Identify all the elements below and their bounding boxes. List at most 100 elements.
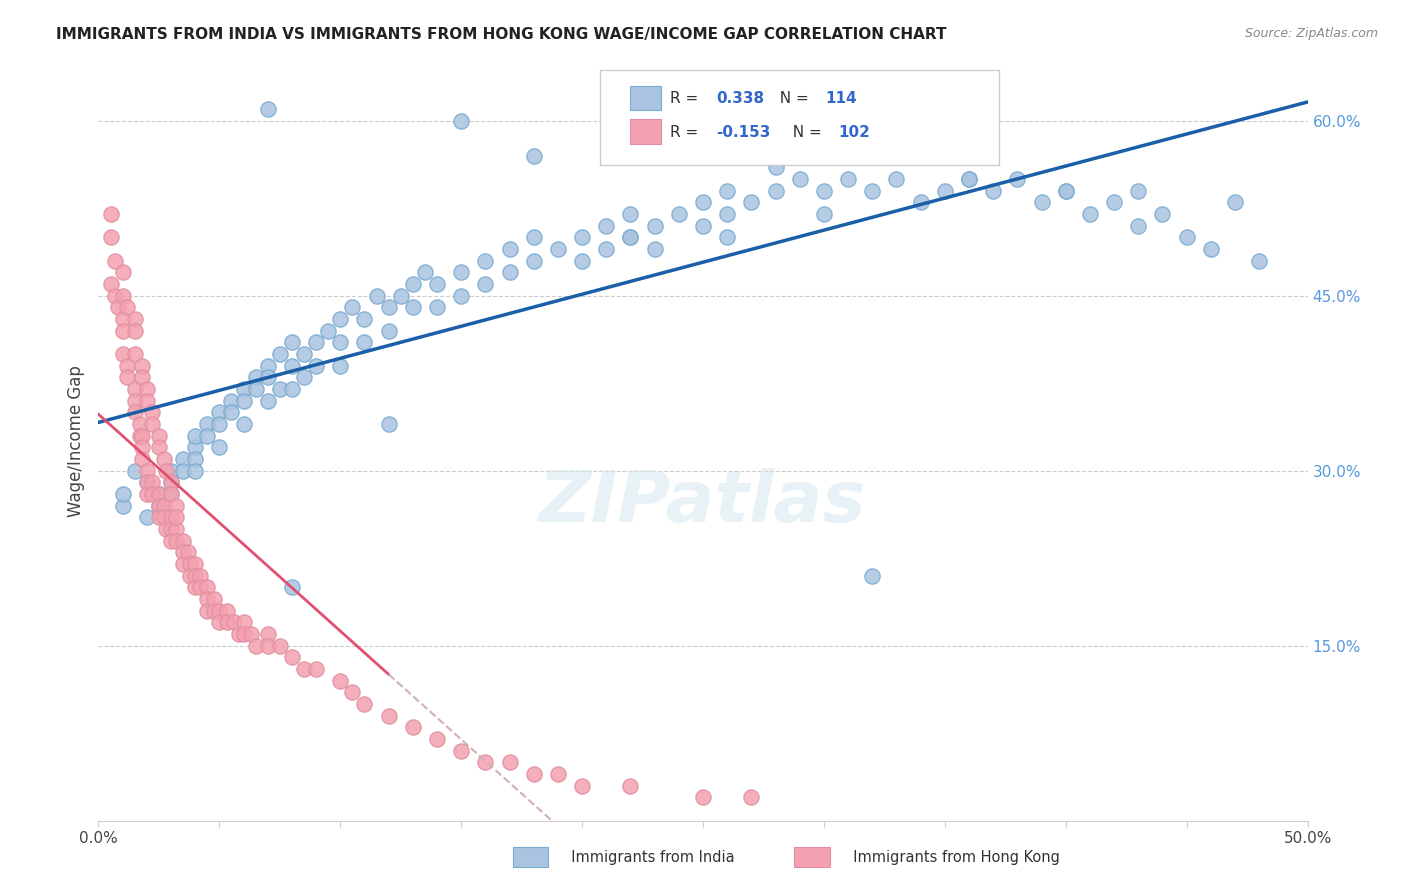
Point <box>523 230 546 244</box>
Point <box>148 441 170 455</box>
Point <box>450 289 472 303</box>
Point <box>281 650 304 665</box>
Point <box>595 242 617 256</box>
Point <box>860 184 883 198</box>
Point <box>111 324 134 338</box>
Point <box>100 207 122 221</box>
Point <box>329 673 352 688</box>
Point <box>111 312 134 326</box>
Point <box>117 301 139 315</box>
Point <box>160 533 183 548</box>
Point <box>813 184 835 198</box>
Point <box>281 382 304 396</box>
Point <box>498 242 520 256</box>
Point <box>165 499 187 513</box>
Point <box>165 522 187 536</box>
Point <box>165 533 187 548</box>
Point <box>160 510 183 524</box>
Point <box>188 580 211 594</box>
Point <box>256 359 278 373</box>
Point <box>571 230 593 244</box>
Text: Source: ZipAtlas.com: Source: ZipAtlas.com <box>1244 27 1378 40</box>
FancyBboxPatch shape <box>630 86 661 111</box>
Point <box>765 161 787 175</box>
Point <box>195 417 218 431</box>
Point <box>152 499 174 513</box>
Text: N =: N = <box>783 125 827 140</box>
Point <box>245 370 267 384</box>
Point <box>124 347 146 361</box>
Point <box>221 393 243 408</box>
Point <box>547 242 569 256</box>
Point <box>377 708 399 723</box>
Point <box>172 533 194 548</box>
Point <box>208 615 231 630</box>
Point <box>329 312 352 326</box>
Point <box>413 265 436 279</box>
Point <box>281 580 304 594</box>
Point <box>366 289 388 303</box>
Point <box>886 172 908 186</box>
Point <box>342 685 364 699</box>
Point <box>1078 207 1101 221</box>
Point <box>305 662 328 676</box>
Text: 0.338: 0.338 <box>716 91 765 106</box>
Point <box>135 475 157 490</box>
Point <box>124 382 146 396</box>
Point <box>353 335 375 350</box>
Point <box>353 697 375 711</box>
Point <box>740 195 762 210</box>
Point <box>160 522 183 536</box>
Point <box>184 452 207 467</box>
Point <box>131 441 153 455</box>
Point <box>141 475 163 490</box>
Point <box>571 253 593 268</box>
Point <box>208 441 231 455</box>
Point <box>256 639 278 653</box>
Point <box>245 639 267 653</box>
Point <box>692 790 714 805</box>
Point <box>474 253 496 268</box>
Point <box>128 428 150 442</box>
Point <box>329 335 352 350</box>
Point <box>172 464 194 478</box>
Text: R =  0.338   N =  114: R = 0.338 N = 114 <box>695 95 904 113</box>
Point <box>160 487 183 501</box>
Point <box>316 324 339 338</box>
Point <box>692 125 714 139</box>
Point <box>1102 195 1125 210</box>
Point <box>222 615 245 630</box>
Point <box>377 301 399 315</box>
Point <box>740 790 762 805</box>
Y-axis label: Wage/Income Gap: Wage/Income Gap <box>66 366 84 517</box>
Point <box>1054 184 1077 198</box>
Point <box>179 557 201 571</box>
Point <box>117 359 139 373</box>
Bar <box>513 847 548 867</box>
Point <box>619 230 641 244</box>
Point <box>389 289 412 303</box>
Point <box>256 370 278 384</box>
Point <box>426 277 449 291</box>
Point <box>135 464 157 478</box>
Point <box>886 149 908 163</box>
Point <box>172 452 194 467</box>
Point <box>215 604 238 618</box>
Text: R = -0.153   N =  102: R = -0.153 N = 102 <box>695 133 904 151</box>
Point <box>124 405 146 419</box>
Point <box>141 417 163 431</box>
Text: ZIPatlas: ZIPatlas <box>540 467 866 537</box>
Point <box>111 347 134 361</box>
Point <box>141 405 163 419</box>
Point <box>498 756 520 770</box>
Point <box>135 487 157 501</box>
Point <box>141 487 163 501</box>
Point <box>1128 184 1150 198</box>
Point <box>377 417 399 431</box>
Point <box>305 335 328 350</box>
Point <box>789 172 811 186</box>
Point <box>957 172 980 186</box>
Point <box>131 428 153 442</box>
Text: Immigrants from Hong Kong: Immigrants from Hong Kong <box>844 850 1060 865</box>
Point <box>692 219 714 233</box>
